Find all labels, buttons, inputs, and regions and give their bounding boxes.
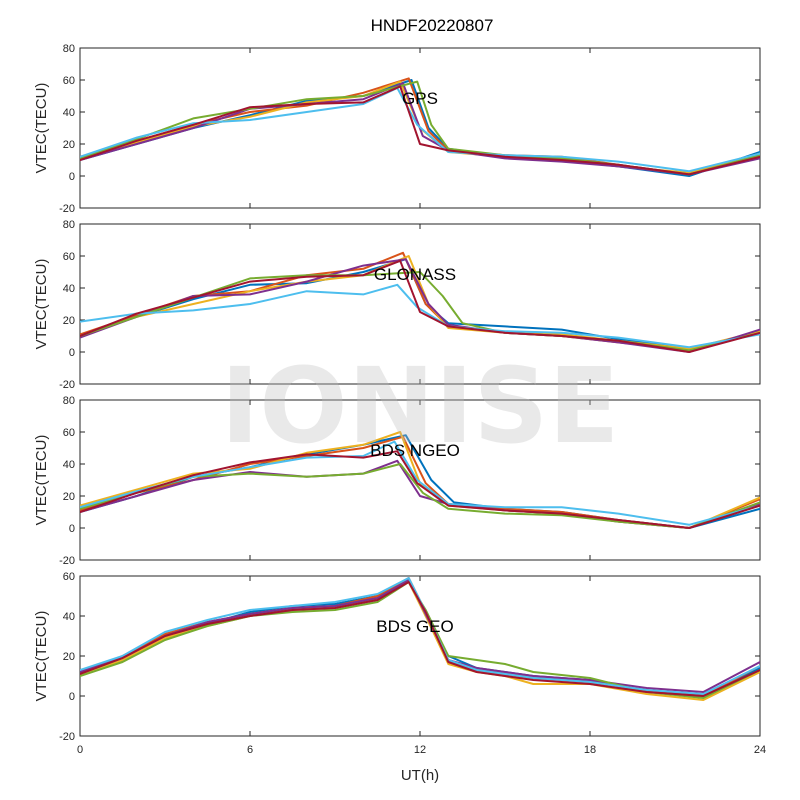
y-tick-label: 80: [63, 395, 75, 407]
panel-0: -20 0 20 40 60 80 VTEC(TECU) GPS: [33, 43, 761, 215]
series-group: [80, 431, 760, 529]
y-tick-label: 60: [63, 75, 75, 87]
series-group: [80, 77, 760, 177]
x-axis-label: UT(h): [401, 767, 439, 784]
panel-label: BDS NGEO: [370, 441, 460, 460]
y-tick-label: 0: [69, 523, 75, 535]
y-axis-label: VTEC(TECU): [33, 611, 50, 702]
y-tick-label: 60: [63, 251, 75, 263]
series-line: [80, 440, 760, 526]
x-tick-label: 12: [414, 744, 426, 756]
series-group: [80, 251, 760, 353]
series-line: [80, 581, 760, 697]
y-tick-label: -20: [59, 379, 75, 391]
y-tick-label: 80: [63, 219, 75, 231]
y-axis-label: VTEC(TECU): [33, 435, 50, 526]
y-axis-label: VTEC(TECU): [33, 259, 50, 350]
x-tick-label: 6: [247, 744, 253, 756]
chart-title: HNDF20220807: [371, 16, 494, 35]
series-group: [80, 577, 760, 701]
y-tick-label: -20: [59, 731, 75, 743]
series-line: [80, 259, 760, 353]
panel-2: -20 0 20 40 60 80 VTEC(TECU) BDS NGEO: [33, 395, 761, 567]
watermark-text: IONISE: [221, 345, 620, 467]
y-tick-label: 20: [63, 491, 75, 503]
x-tick-label: 24: [754, 744, 766, 756]
panel-label: GLONASS: [374, 265, 456, 284]
panel-1: -20 0 20 40 60 80 VTEC(TECU) GLONASS: [33, 219, 761, 391]
y-axis-label: VTEC(TECU): [33, 83, 50, 174]
y-tick-label: 0: [69, 691, 75, 703]
series-line: [80, 463, 760, 529]
y-tick-label: 20: [63, 651, 75, 663]
y-tick-label: 40: [63, 283, 75, 295]
y-tick-label: 40: [63, 107, 75, 119]
y-tick-label: 0: [69, 347, 75, 359]
series-line: [80, 283, 760, 349]
panel-label: GPS: [402, 89, 438, 108]
x-tick-label: 18: [584, 744, 596, 756]
y-tick-label: 20: [63, 315, 75, 327]
y-tick-label: 80: [63, 43, 75, 55]
y-tick-label: 40: [63, 611, 75, 623]
y-tick-label: -20: [59, 203, 75, 215]
series-line: [80, 82, 760, 176]
panel-label: BDS GEO: [376, 617, 453, 636]
series-line: [80, 450, 760, 529]
y-tick-label: 20: [63, 139, 75, 151]
series-line: [80, 85, 760, 176]
y-tick-label: -20: [59, 555, 75, 567]
x-tick-label: 0: [77, 744, 83, 756]
y-tick-label: 60: [63, 571, 75, 583]
y-tick-label: 60: [63, 427, 75, 439]
y-tick-label: 0: [69, 171, 75, 183]
y-tick-label: 40: [63, 459, 75, 471]
